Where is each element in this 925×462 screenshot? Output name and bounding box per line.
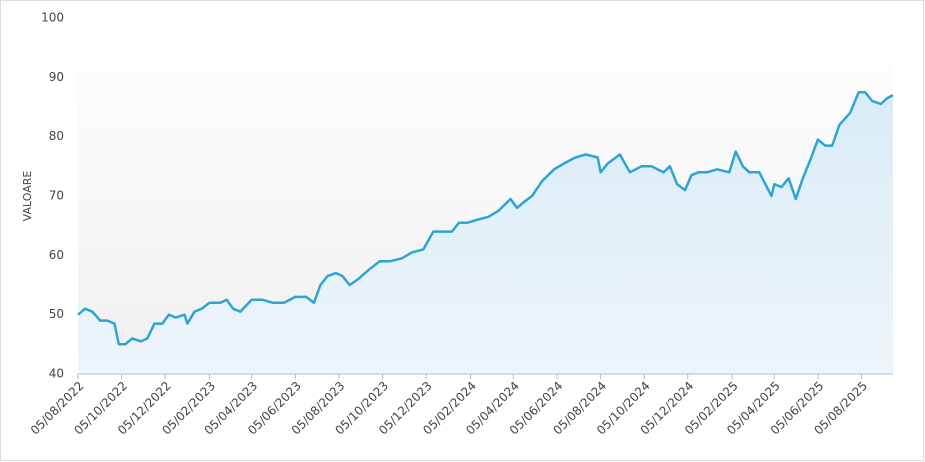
y-tick-label: 70 (49, 189, 64, 203)
y-axis-label: VALOARE (21, 171, 34, 222)
line (77, 90, 894, 346)
y-tick-label: 40 (49, 367, 64, 381)
y-tick-label: 60 (49, 248, 64, 262)
y-tick-label: 90 (49, 70, 64, 84)
y-tick-label: 100 (41, 11, 64, 25)
y-tick-label: 80 (49, 129, 64, 143)
y-tick-label: 50 (49, 307, 64, 321)
